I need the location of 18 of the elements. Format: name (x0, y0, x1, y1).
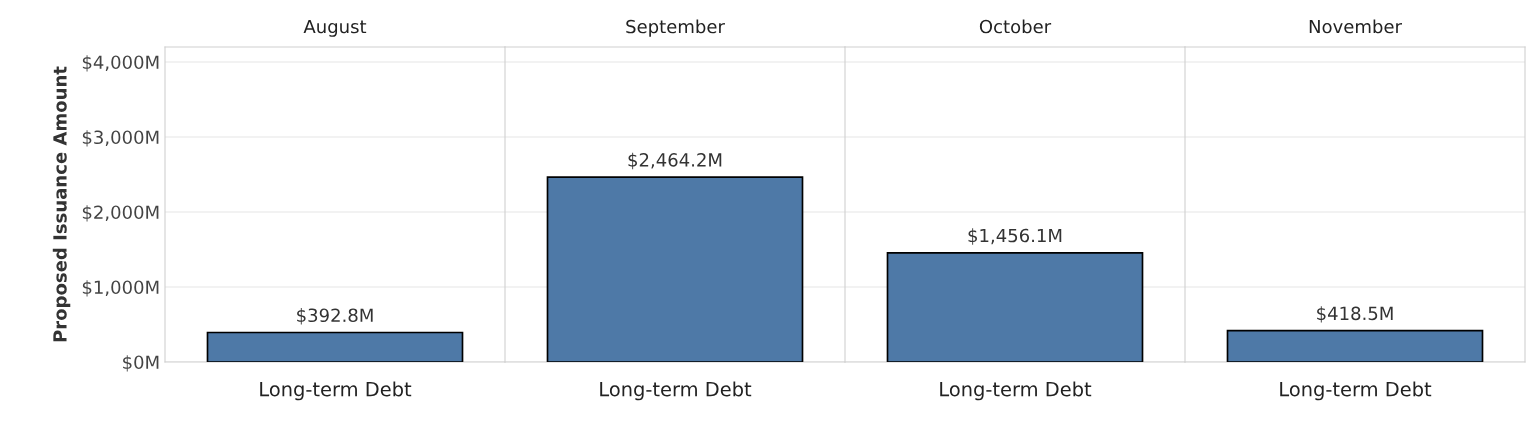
y-tick-label: $1,000M (82, 280, 159, 297)
y-tick-label: $3,000M (82, 130, 159, 147)
data-label: $392.8M (297, 308, 373, 325)
chart-title: October (979, 19, 1052, 34)
y-axis-title: Proposed Issuance Amount (52, 66, 71, 342)
x-tick-label: Long-term Debt (940, 381, 1092, 401)
x-tick-label: Long-term Debt (600, 381, 752, 401)
y-tick-label: $0M (123, 355, 159, 372)
x-tick-label: Long-term Debt (260, 381, 412, 401)
data-label: $418.5M (1317, 306, 1393, 323)
chart-title: November (1309, 19, 1402, 34)
data-label: $2,464.2M (628, 152, 722, 170)
data-label: $1,456.1M (968, 228, 1062, 245)
chart-title: August (303, 19, 367, 37)
y-tick-label: $2,000M (82, 205, 159, 222)
x-tick-label: Long-term Debt (1280, 381, 1432, 401)
y-tick-label: $4,000M (82, 55, 159, 72)
chart-title: September (626, 19, 725, 37)
